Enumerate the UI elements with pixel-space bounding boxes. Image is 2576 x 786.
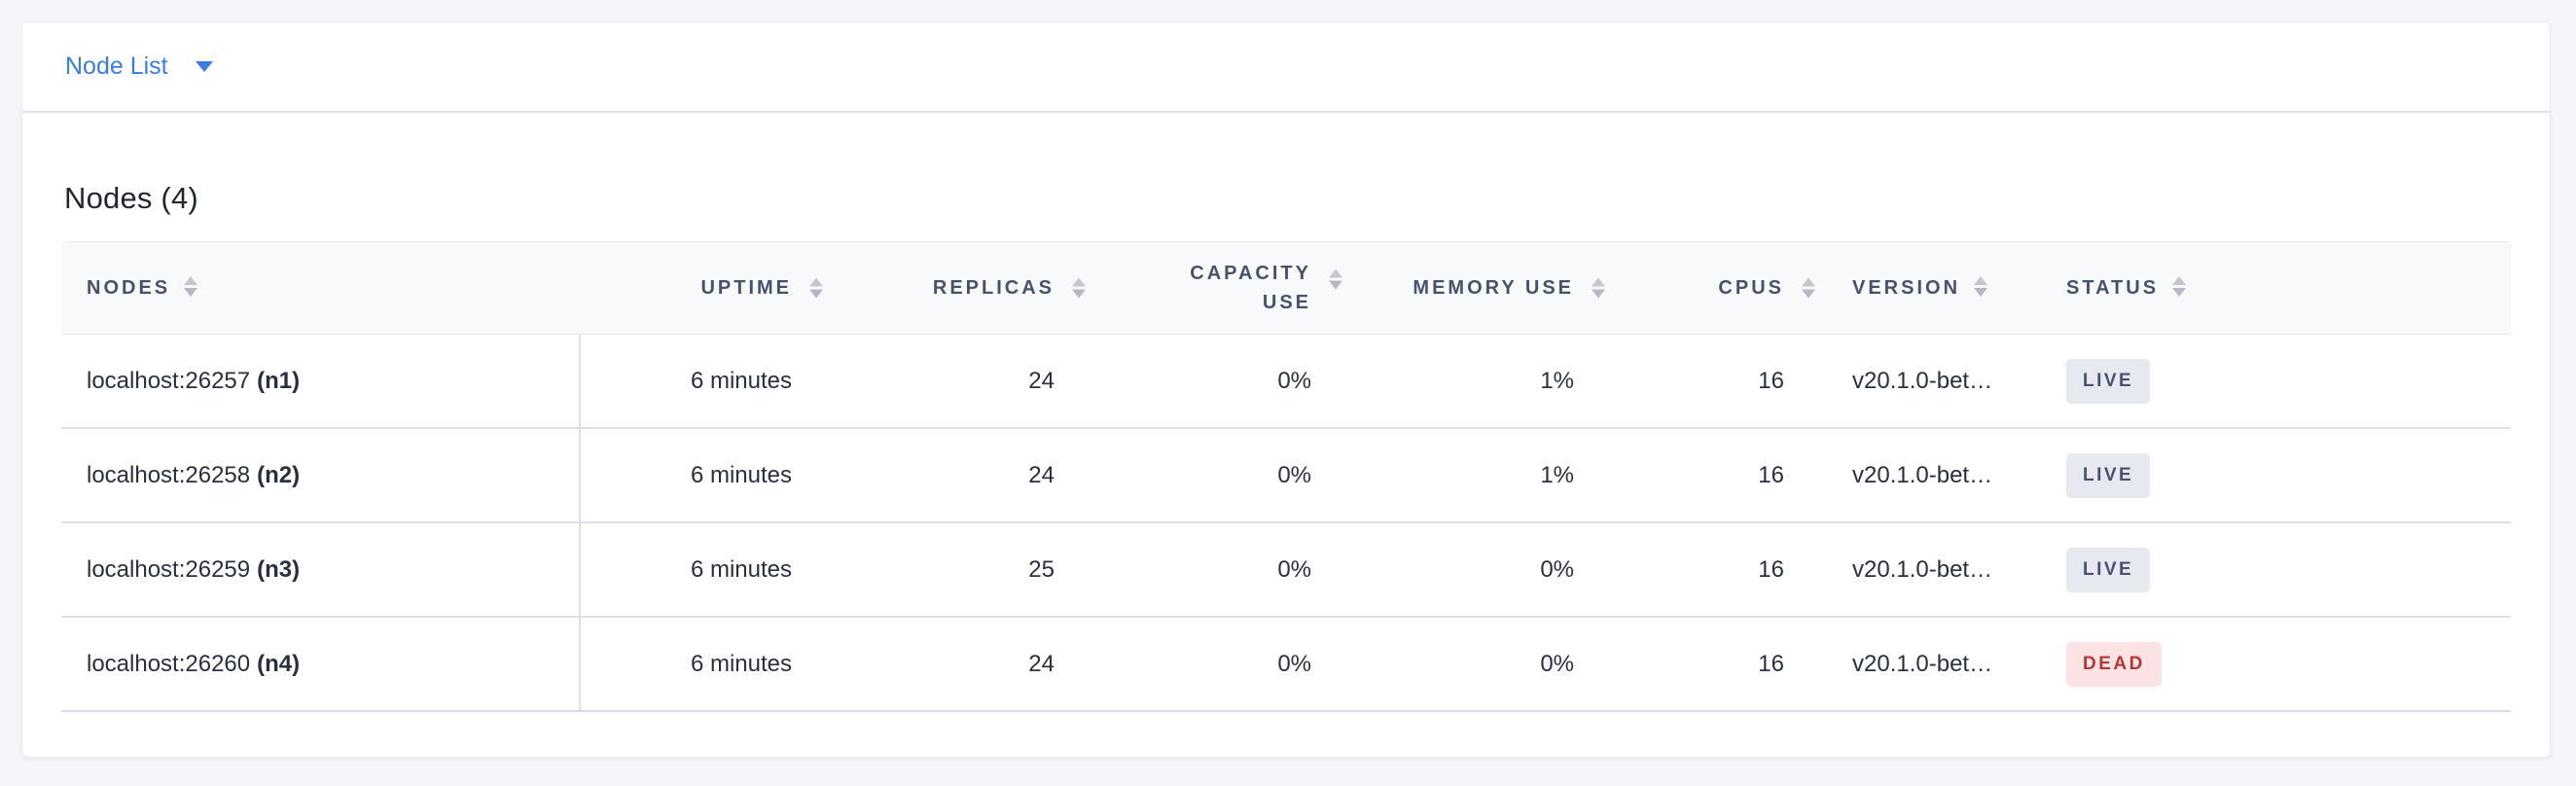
sort-icon: [1592, 277, 1605, 299]
cell-memory-use: 0%: [1344, 523, 1607, 618]
cell-replicas: 25: [825, 523, 1088, 618]
node-id: (n2): [257, 461, 301, 488]
node-list-dropdown[interactable]: Node List: [65, 53, 213, 81]
page-title: Nodes (4): [64, 181, 198, 215]
cell-version: v20.1.0-bet…: [1817, 618, 2041, 712]
node-id: (n4): [257, 650, 301, 677]
cell-capacity-use: 0%: [1088, 429, 1344, 523]
sort-icon: [184, 276, 198, 298]
chevron-down-icon: [195, 61, 213, 72]
cell-version: v20.1.0-bet…: [1817, 335, 2041, 429]
cell-node-name[interactable]: localhost:26257 (n1): [61, 335, 581, 429]
cell-node-name[interactable]: localhost:26259 (n3): [61, 523, 581, 618]
cell-status: LIVE: [2041, 335, 2511, 429]
table-row-n4[interactable]: localhost:26260 (n4) 6 minutes 24 0% 0% 1…: [61, 618, 2511, 712]
sort-icon: [1974, 276, 1988, 298]
column-header-capacity-use[interactable]: Capacity Use: [1088, 241, 1344, 335]
cell-uptime: 6 minutes: [581, 523, 825, 618]
column-header-memory-use[interactable]: Memory Use: [1344, 241, 1607, 335]
sort-icon: [1072, 277, 1086, 299]
cell-node-name[interactable]: localhost:26258 (n2): [61, 429, 581, 523]
nodes-table: Nodes Uptime Replicas Capacity Use Memor…: [61, 241, 2511, 712]
cell-status: DEAD: [2041, 618, 2511, 712]
sort-icon: [2172, 276, 2187, 298]
status-badge: LIVE: [2066, 358, 2151, 404]
column-header-cpus[interactable]: CPUs: [1607, 241, 1817, 335]
cell-memory-use: 1%: [1344, 335, 1607, 429]
cell-replicas: 24: [825, 618, 1088, 712]
sort-icon: [809, 277, 823, 299]
table-row-n2[interactable]: localhost:26258 (n2) 6 minutes 24 0% 1% 1…: [61, 429, 2511, 523]
node-id: (n1): [257, 367, 301, 394]
cell-uptime: 6 minutes: [581, 429, 825, 523]
nodes-card: Nodes (4) Nodes Uptime Replicas: [21, 113, 2551, 758]
page-shell: Node List Nodes (4) Nodes Uptime: [21, 21, 2551, 758]
sort-icon: [1802, 277, 1815, 299]
column-header-uptime[interactable]: Uptime: [581, 241, 825, 335]
cell-cpus: 16: [1607, 335, 1817, 429]
column-header-status[interactable]: Status: [2041, 241, 2511, 335]
page-header-bar: Node List: [21, 21, 2551, 113]
cell-cpus: 16: [1607, 429, 1817, 523]
cell-uptime: 6 minutes: [581, 618, 825, 712]
cell-uptime: 6 minutes: [581, 335, 825, 429]
table-header-row: Nodes Uptime Replicas Capacity Use Memor…: [61, 241, 2511, 335]
cell-cpus: 16: [1607, 618, 1817, 712]
table-row-n1[interactable]: localhost:26257 (n1) 6 minutes 24 0% 1% 1…: [61, 335, 2511, 429]
cell-status: LIVE: [2041, 523, 2511, 618]
sort-icon: [1329, 268, 1342, 290]
status-badge: LIVE: [2066, 452, 2151, 498]
node-list-dropdown-label: Node List: [65, 53, 168, 80]
cell-capacity-use: 0%: [1088, 523, 1344, 618]
cell-capacity-use: 0%: [1088, 335, 1344, 429]
table-row-n3[interactable]: localhost:26259 (n3) 6 minutes 25 0% 0% 1…: [61, 523, 2511, 618]
column-header-nodes[interactable]: Nodes: [61, 241, 581, 335]
node-id: (n3): [257, 555, 301, 583]
cell-version: v20.1.0-bet…: [1817, 429, 2041, 523]
status-badge: DEAD: [2066, 641, 2162, 687]
cell-status: LIVE: [2041, 429, 2511, 523]
column-header-version[interactable]: Version: [1817, 241, 2041, 335]
cell-version: v20.1.0-bet…: [1817, 523, 2041, 618]
cell-capacity-use: 0%: [1088, 618, 1344, 712]
cell-memory-use: 1%: [1344, 429, 1607, 523]
cell-cpus: 16: [1607, 523, 1817, 618]
cell-node-name[interactable]: localhost:26260 (n4): [61, 618, 581, 712]
cell-memory-use: 0%: [1344, 618, 1607, 712]
cell-replicas: 24: [825, 335, 1088, 429]
cell-replicas: 24: [825, 429, 1088, 523]
status-badge: LIVE: [2066, 547, 2151, 592]
column-header-replicas[interactable]: Replicas: [825, 241, 1088, 335]
